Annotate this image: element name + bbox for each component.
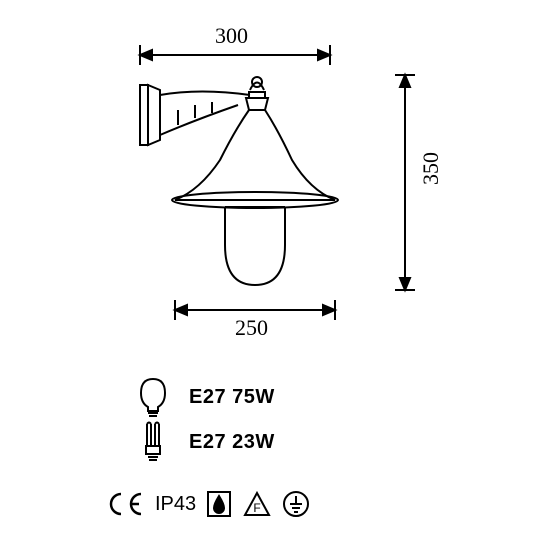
dim-right: 350	[418, 152, 444, 185]
spec-sheet: 300 350 250 E27 75W E27 23W	[0, 0, 550, 550]
lamp-drawing	[0, 0, 550, 330]
ip-rating: IP43	[155, 493, 196, 516]
dim-bottom: 250	[235, 315, 268, 341]
bulb-row-2: E27 23W	[135, 420, 275, 464]
cfl-bulb-icon	[135, 420, 171, 464]
svg-text:F: F	[253, 501, 260, 515]
bulb-row-1: E27 75W	[135, 375, 275, 419]
incandescent-bulb-icon	[135, 375, 171, 419]
dim-top: 300	[215, 23, 248, 49]
bulb-1-label: E27 75W	[189, 386, 275, 409]
ground-circle-icon	[282, 490, 310, 518]
bulb-2-label: E27 23W	[189, 431, 275, 454]
ce-mark-icon	[105, 490, 145, 518]
drip-protection-icon	[206, 490, 232, 518]
cert-row: IP43 F	[105, 490, 310, 518]
triangle-f-icon: F	[242, 490, 272, 518]
